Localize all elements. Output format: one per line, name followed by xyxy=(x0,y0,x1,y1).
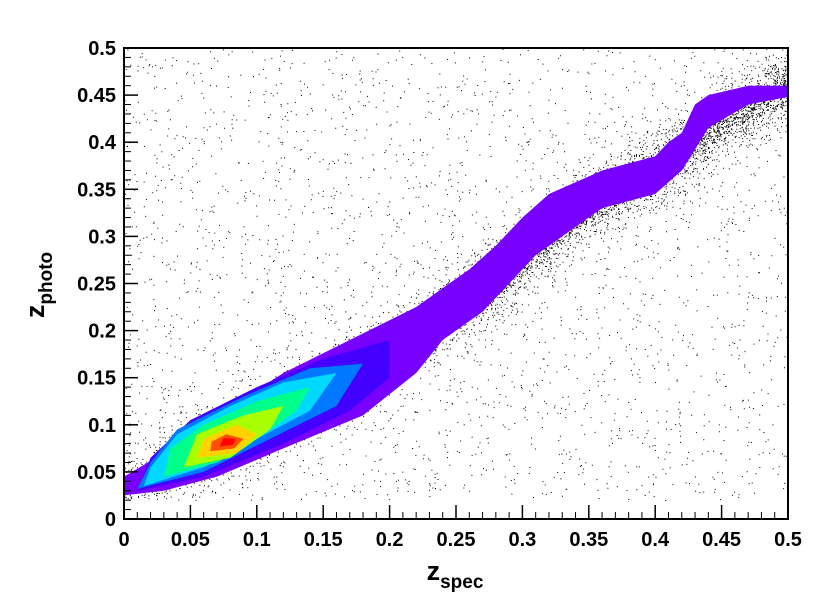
x-axis-title-sub: spec xyxy=(440,572,484,593)
y-tick-label: 0.4 xyxy=(88,132,117,154)
y-axis: 0 0.05 0.1 0.15 0.2 0.25 0.3 0.35 0.4 0.45 0.5 xyxy=(77,38,138,531)
y-tick-label: 0.45 xyxy=(77,85,116,107)
x-tick-label: 0.3 xyxy=(508,529,536,551)
x-tick-label: 0.05 xyxy=(171,529,210,551)
contour-level-9 xyxy=(219,438,236,447)
y-tick-label: 0.3 xyxy=(88,226,116,248)
x-axis-title-main: z xyxy=(427,556,441,586)
x-tick-label: 0.1 xyxy=(243,529,271,551)
y-axis-title-sub: photo xyxy=(36,252,57,305)
x-tick-label: 0.5 xyxy=(774,529,802,551)
x-tick-label: 0.2 xyxy=(376,529,404,551)
x-tick-label: 0 xyxy=(118,529,129,551)
y-tick-label: 0.35 xyxy=(77,179,116,201)
y-tick-label: 0.1 xyxy=(88,415,116,437)
x-tick-label: 0.35 xyxy=(569,529,608,551)
y-axis-title: zphoto xyxy=(20,252,57,318)
x-tick-label: 0.15 xyxy=(304,529,343,551)
y-tick-label: 0.25 xyxy=(77,274,116,296)
y-tick-label: 0 xyxy=(105,509,116,531)
x-axis: 0 0.05 0.1 0.15 0.2 0.25 0.3 0.35 0.4 0.45 0.5 xyxy=(118,505,802,551)
x-tick-label: 0.4 xyxy=(641,529,670,551)
y-tick-label: 0.15 xyxy=(77,368,116,390)
y-tick-label: 0.05 xyxy=(77,462,116,484)
y-axis-title-main: z xyxy=(20,305,50,319)
density-contours xyxy=(124,85,788,496)
x-axis-title: zspec xyxy=(427,556,484,593)
x-tick-label: 0.25 xyxy=(437,529,476,551)
y-tick-label: 0.2 xyxy=(88,321,116,343)
y-tick-label: 0.5 xyxy=(88,38,116,60)
x-tick-label: 0.45 xyxy=(702,529,741,551)
